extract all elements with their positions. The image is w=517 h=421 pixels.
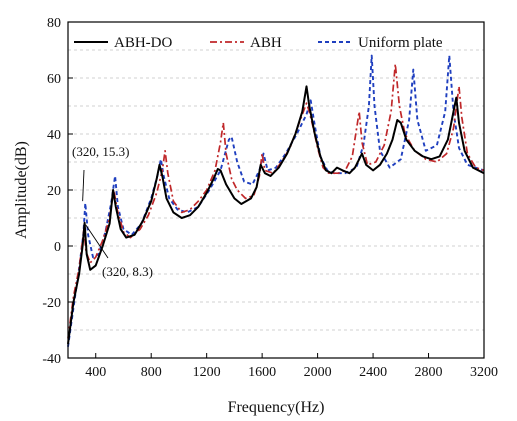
y-tick-label: 20 [47,184,61,199]
y-tick-label: 40 [47,128,61,143]
y-tick-label: 60 [47,72,61,87]
y-tick-label: -40 [42,352,61,367]
x-tick-label: 400 [85,365,106,380]
annotation-leader [82,169,85,202]
x-tick-label: 1200 [193,365,221,380]
x-tick-label: 1600 [248,365,276,380]
legend-label: ABH [250,35,282,51]
y-tick-label: 80 [47,16,61,31]
annotation-label: (320, 8.3) [102,264,153,279]
x-tick-label: 2400 [359,365,387,380]
y-tick-label: 0 [54,240,61,255]
annotation-leader [85,224,109,259]
series-line-abh-do [67,85,485,345]
axis-ticks: -40 -20 0 20 40 60 80 400 800 1200 1600 2000 2400 280… [42,16,498,380]
legend: ABH-DO ABH Uniform plate [74,35,443,51]
x-tick-label: 2800 [415,365,443,380]
x-axis-title: Frequency(Hz) [228,399,325,416]
legend-label: ABH-DO [114,35,172,51]
x-tick-label: 3200 [470,365,498,380]
series-layer [67,54,485,347]
x-tick-label: 2000 [304,365,332,380]
grid-lines [68,49,484,331]
annotations-layer: (320, 15.3) (320, 8.3) [72,144,153,279]
series-line-uniform-plate [67,54,485,347]
y-axis-title: Amplitude(dB) [13,141,30,239]
y-tick-label: -20 [42,296,61,311]
x-tick-label: 800 [141,365,162,380]
legend-label: Uniform plate [358,35,443,51]
series-line-abh [67,63,485,339]
annotation-label: (320, 15.3) [72,144,129,159]
